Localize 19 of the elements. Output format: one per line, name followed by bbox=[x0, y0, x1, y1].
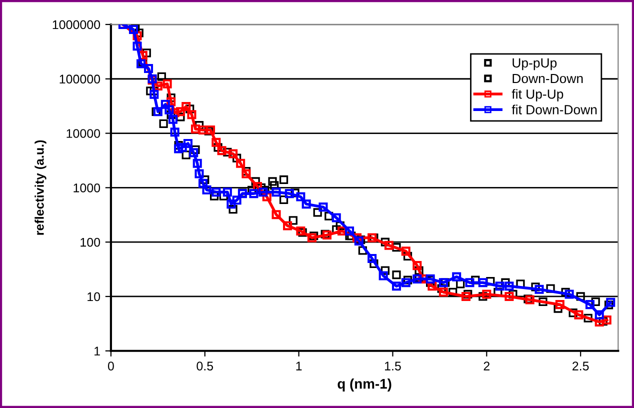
y-tick-label: 1000000 bbox=[52, 20, 100, 30]
x-tick-label: 0.5 bbox=[196, 362, 214, 370]
x-tick-label: 1.5 bbox=[384, 362, 401, 370]
x-axis-title: q (nm-1) bbox=[338, 378, 392, 392]
legend-label: fit Down-Down bbox=[512, 104, 597, 114]
x-tick-label: 2 bbox=[484, 362, 490, 370]
y-axis-title: reflectivity (a.u.) bbox=[34, 140, 46, 235]
y-tick-label: 10 bbox=[88, 292, 100, 302]
x-tick-label: 0 bbox=[108, 362, 114, 370]
y-tick-label: 100 bbox=[80, 238, 100, 247]
y-tick-label: 1 bbox=[94, 346, 100, 356]
legend-label: Down-Down bbox=[512, 74, 583, 84]
legend-label: fit Up-Up bbox=[512, 89, 564, 102]
x-tick-label: 2.5 bbox=[572, 362, 589, 370]
y-tick-label: 1000 bbox=[74, 183, 100, 192]
legend-label: Up-pUp bbox=[512, 58, 557, 70]
y-tick-label: 100000 bbox=[60, 74, 100, 84]
y-tick-label: 10000 bbox=[66, 129, 100, 138]
x-tick-label: 1 bbox=[296, 362, 302, 370]
